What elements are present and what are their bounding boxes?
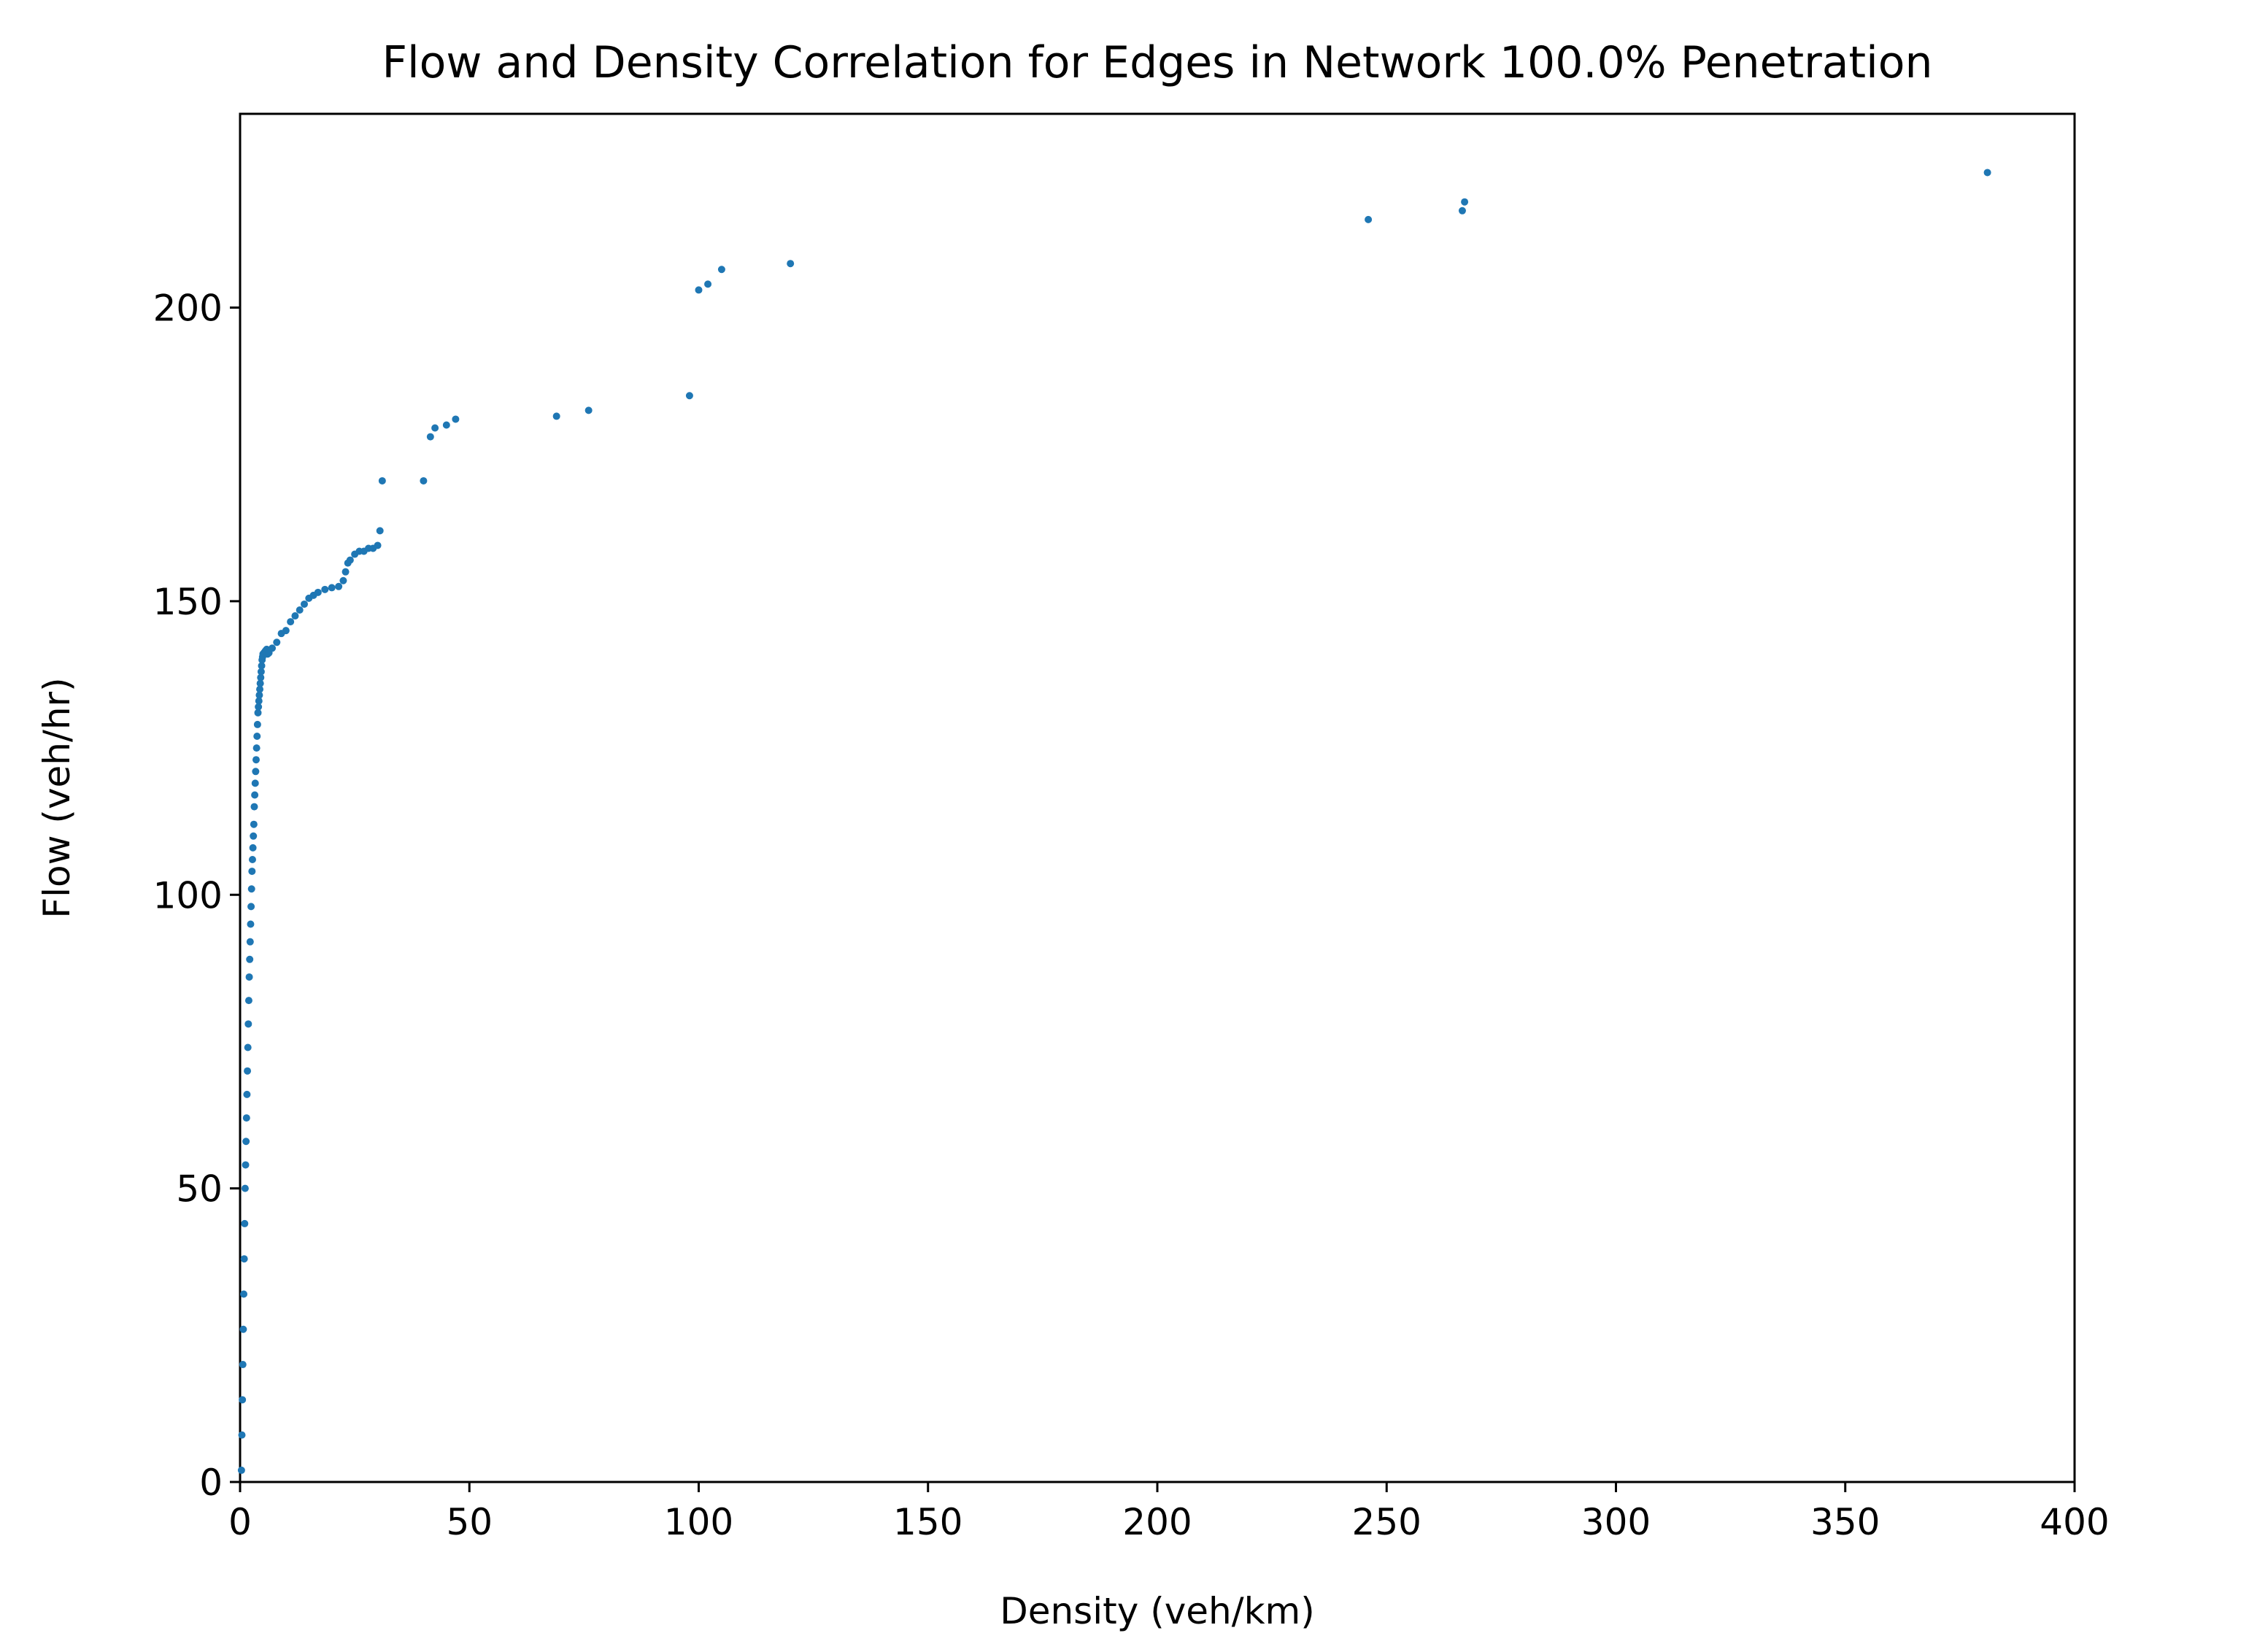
data-point [246, 938, 254, 946]
data-point [244, 997, 252, 1005]
plot-area-frame [239, 112, 2076, 1483]
data-point [282, 627, 290, 635]
x-tick-label: 400 [2040, 1501, 2109, 1543]
data-point [273, 638, 281, 646]
data-point [1458, 206, 1466, 215]
x-tick-label: 200 [1122, 1501, 1192, 1543]
data-point [442, 421, 450, 429]
data-point [339, 576, 347, 584]
data-point [328, 584, 336, 592]
data-point [244, 1043, 252, 1051]
data-point [256, 685, 264, 693]
x-tick-label: 250 [1352, 1501, 1421, 1543]
data-point [1461, 198, 1469, 206]
data-point [296, 606, 304, 614]
data-point [376, 527, 384, 535]
data-point [1983, 169, 1991, 177]
y-tick-label: 50 [176, 1168, 223, 1211]
data-point [452, 415, 460, 423]
data-point [255, 697, 263, 705]
data-point [314, 588, 322, 596]
data-point [247, 903, 255, 911]
data-point [552, 412, 560, 420]
data-point [268, 644, 276, 652]
y-axis-label: Flow (veh/hr) [36, 677, 78, 918]
data-point [248, 868, 256, 876]
data-point [717, 266, 725, 274]
data-point [342, 568, 350, 576]
x-tick-label: 350 [1810, 1501, 1880, 1543]
data-point [291, 612, 299, 620]
data-point [252, 744, 261, 752]
data-point [241, 1219, 249, 1227]
data-point [254, 709, 262, 717]
data-point [253, 733, 261, 741]
data-point [246, 955, 254, 963]
data-point [249, 844, 257, 852]
data-point [1365, 215, 1373, 223]
data-point [695, 286, 703, 294]
data-point [255, 691, 263, 699]
data-point [346, 556, 354, 564]
data-point [251, 779, 259, 787]
data-point [250, 820, 258, 828]
data-point [321, 585, 329, 593]
data-point [237, 1466, 245, 1474]
data-point [255, 703, 263, 711]
data-point [335, 582, 343, 590]
data-point [257, 673, 265, 682]
data-point [239, 1361, 247, 1369]
x-tick-label: 0 [228, 1501, 252, 1543]
data-point [244, 1067, 252, 1075]
data-point [258, 662, 266, 670]
data-point [248, 855, 256, 863]
data-point [426, 433, 434, 441]
data-point [240, 1255, 248, 1263]
data-point [253, 720, 261, 728]
data-point [374, 541, 382, 549]
data-point [584, 406, 593, 414]
x-tick-label: 100 [664, 1501, 733, 1543]
y-tick-label: 100 [153, 874, 223, 916]
data-point [247, 920, 255, 928]
data-point [245, 973, 253, 981]
y-tick-label: 200 [153, 287, 223, 330]
data-point [244, 1020, 252, 1028]
data-point [243, 1090, 251, 1098]
data-point [241, 1184, 249, 1192]
data-point [685, 392, 693, 400]
data-point [256, 679, 264, 687]
data-point [240, 1290, 248, 1298]
data-point [787, 260, 795, 268]
data-point [252, 768, 260, 776]
data-point [300, 600, 308, 608]
chart-title: Flow and Density Correlation for Edges i… [382, 37, 1933, 88]
data-point [257, 668, 265, 676]
data-point [431, 424, 439, 432]
x-tick-label: 150 [893, 1501, 962, 1543]
data-point [250, 803, 258, 811]
x-tick-label: 50 [446, 1501, 493, 1543]
data-point [242, 1114, 250, 1122]
data-point [247, 885, 255, 893]
data-point [239, 1325, 247, 1333]
x-axis-label: Density (veh/km) [1000, 1590, 1315, 1632]
data-point [420, 476, 428, 485]
data-point [704, 280, 712, 288]
data-point [287, 618, 295, 626]
data-point [238, 1431, 246, 1439]
data-point [250, 832, 258, 840]
data-point [378, 476, 386, 485]
data-point [242, 1138, 250, 1146]
data-point [252, 756, 260, 764]
y-tick-label: 150 [153, 581, 223, 623]
data-point [239, 1396, 247, 1404]
y-tick-label: 0 [199, 1462, 223, 1504]
data-point [242, 1161, 250, 1169]
x-tick-label: 300 [1581, 1501, 1651, 1543]
data-point [251, 791, 259, 799]
